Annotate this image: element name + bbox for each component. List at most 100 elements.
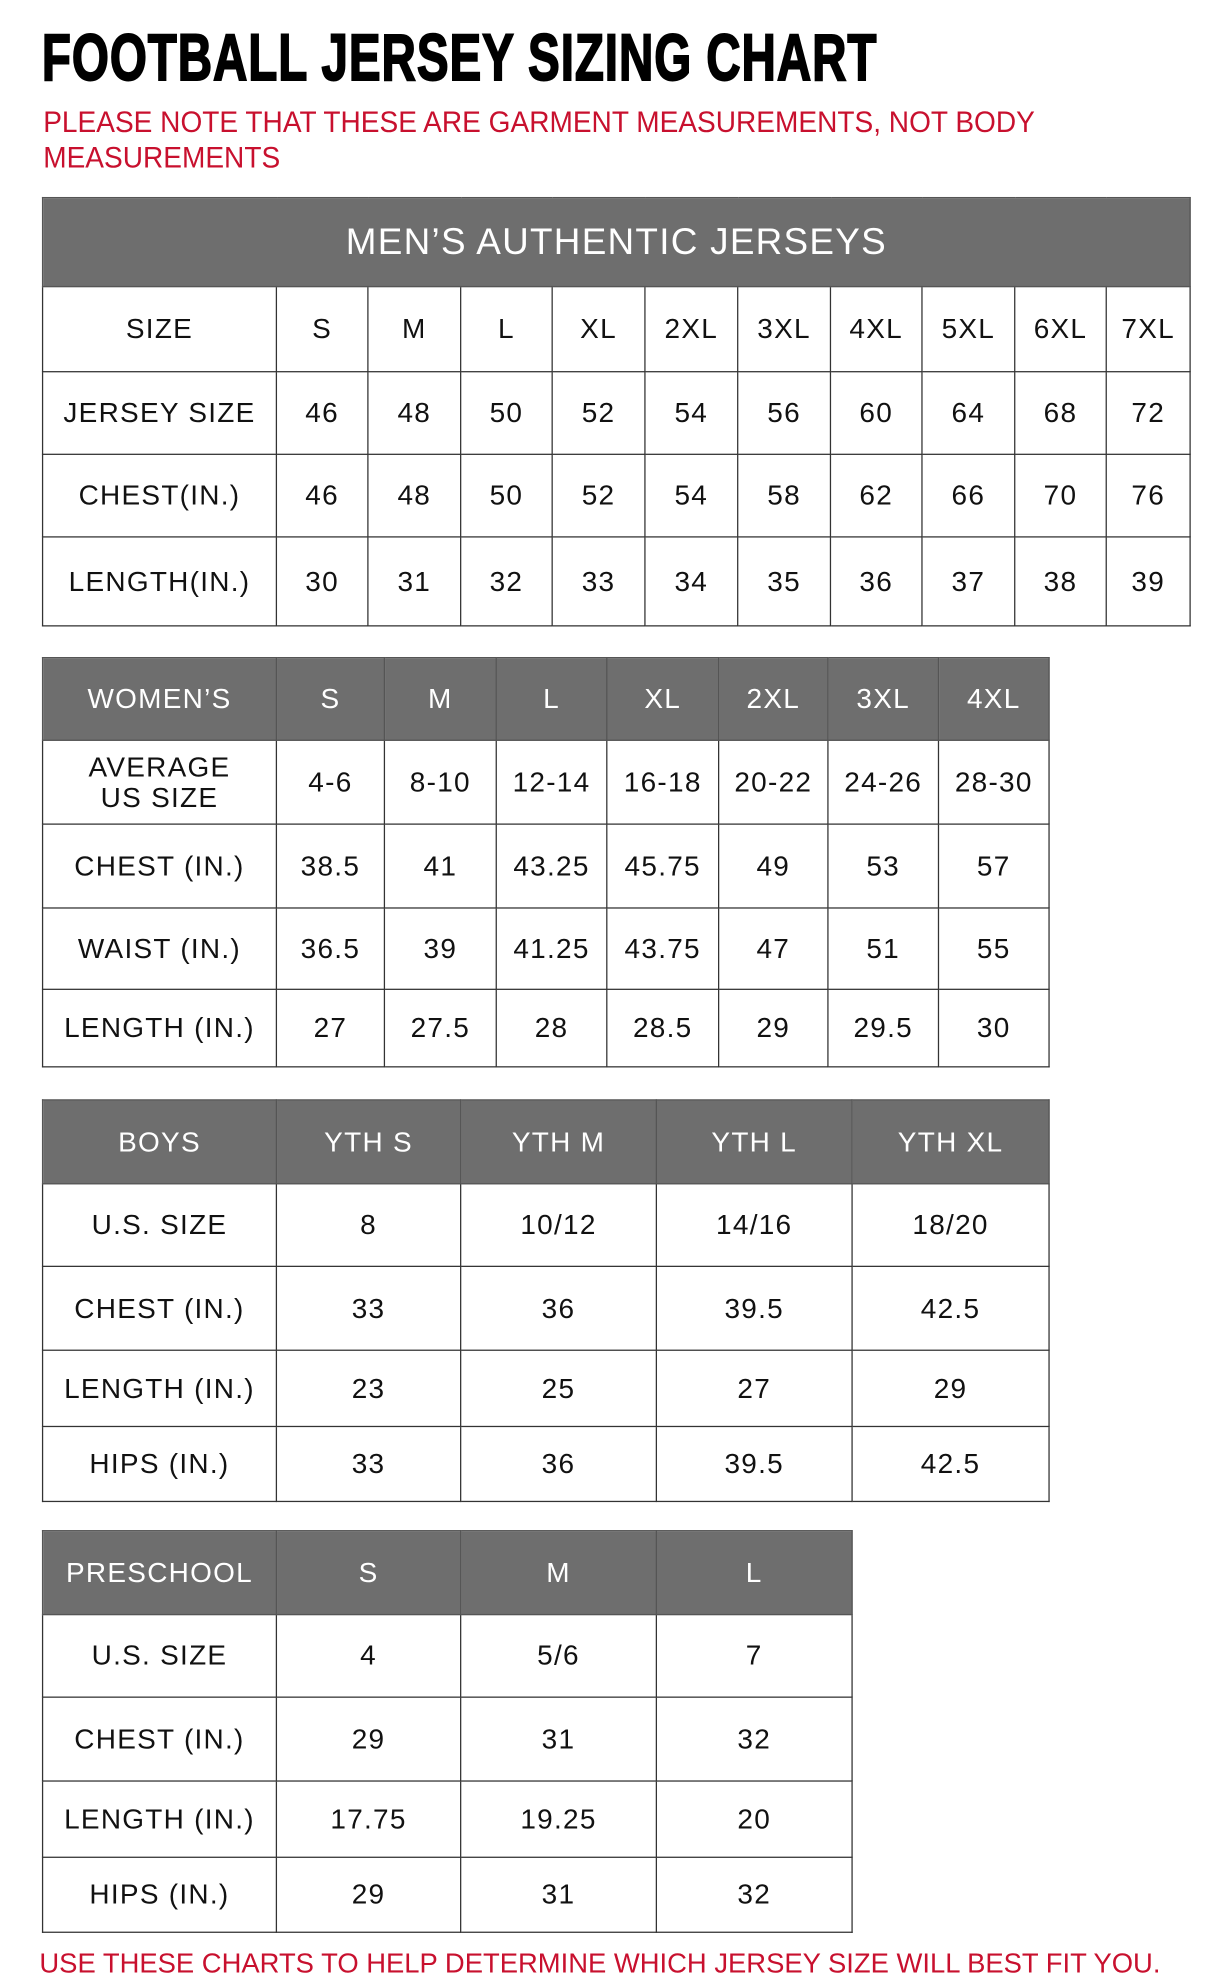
measurement-cell: 20-22	[718, 739, 829, 825]
measurement-cell: 70	[1014, 453, 1107, 538]
measurement-cell: 45.75	[606, 823, 720, 909]
measurement-cell: 52	[551, 453, 646, 538]
measurement-cell: 24-26	[827, 739, 940, 825]
measurement-cell: 23	[275, 1349, 462, 1428]
measurement-cell: 49	[718, 823, 829, 909]
measurement-cell: 54	[644, 453, 739, 538]
size-header-cell: 2XL	[644, 285, 739, 373]
measurement-cell: 58	[737, 453, 832, 538]
table-row: HIPS (IN.) 33 36 39.5 42.5	[41, 1425, 1050, 1503]
size-header-cell: M	[383, 657, 497, 741]
row-label-cell: U.S. SIZE	[41, 1183, 278, 1267]
measurement-cell: 8-10	[383, 739, 497, 825]
row-label-cell: HIPS (IN.)	[41, 1425, 278, 1503]
measurement-cell: 39.5	[655, 1265, 853, 1351]
measurement-cell: 48	[367, 371, 462, 455]
boys-size-table: BOYS YTH S YTH M YTH L YTH XL U.S. SIZE 8 10/12…	[41, 1099, 1050, 1503]
measurement-cell: 16-18	[606, 739, 720, 825]
measurement-cell: 30	[275, 536, 369, 627]
size-header-cell: 3XL	[827, 657, 940, 741]
table-row: LENGTH (IN.) 23 25 27 29	[41, 1349, 1050, 1428]
table-header-row: SIZE S M L XL 2XL 3XL 4XL 5XL 6XL 7XL	[41, 285, 1191, 373]
measurement-cell: 28-30	[937, 739, 1050, 825]
measurement-cell: 33	[275, 1265, 462, 1351]
row-label-cell: CHEST (IN.)	[41, 823, 278, 909]
measurement-cell: 8	[275, 1183, 462, 1267]
table-row: LENGTH (IN.) 17.75 19.25 20	[41, 1780, 853, 1858]
measurement-cell: 62	[829, 453, 923, 538]
measurement-cell: 41.25	[495, 907, 608, 990]
row-label-cell: JERSEY SIZE	[41, 371, 278, 455]
size-header-cell: M	[367, 285, 462, 373]
measurement-cell: 38	[1014, 536, 1107, 627]
row-label-cell: LENGTH (IN.)	[41, 988, 278, 1068]
size-header-cell: S	[275, 657, 386, 741]
measurement-cell: 28.5	[606, 988, 720, 1068]
measurement-cell: 46	[275, 453, 369, 538]
table-header-row: PRESCHOOL S M L	[41, 1530, 853, 1616]
measurement-cell: 29	[275, 1696, 462, 1782]
size-header-cell: XL	[551, 285, 646, 373]
measurement-cell: 14/16	[655, 1183, 853, 1267]
row-label-cell: WAIST (IN.)	[41, 907, 278, 990]
measurement-cell: 55	[937, 907, 1050, 990]
measurement-cell: 66	[921, 453, 1016, 538]
measurement-cell: 29	[718, 988, 829, 1068]
measurement-cell: 57	[937, 823, 1050, 909]
row-label-cell: CHEST (IN.)	[41, 1696, 278, 1782]
table-row: CHEST(IN.) 46 48 50 52 54 58 62 66 70 76	[41, 453, 1191, 538]
measurement-cell: 31	[460, 1856, 658, 1933]
measurement-cell: 50	[460, 371, 553, 455]
table-banner-row: MEN’S AUTHENTIC JERSEYS	[41, 196, 1191, 288]
size-header-cell: L	[495, 657, 608, 741]
measurement-cell: 25	[460, 1349, 658, 1428]
header-label-cell: PRESCHOOL	[41, 1530, 278, 1616]
measurement-cell: 54	[644, 371, 739, 455]
row-label-cell: LENGTH (IN.)	[41, 1349, 278, 1428]
measurement-cell: 64	[921, 371, 1016, 455]
table-row: LENGTH (IN.) 27 27.5 28 28.5 29 29.5 30	[41, 988, 1050, 1068]
measurement-cell: 36	[460, 1265, 658, 1351]
measurement-cell: 29	[275, 1856, 462, 1933]
preschool-size-table: PRESCHOOL S M L U.S. SIZE 4 5/6 7 CHEST (IN.) 29 3…	[41, 1530, 853, 1933]
measurement-cell: 60	[829, 371, 923, 455]
measurement-note: PLEASE NOTE THAT THESE ARE GARMENT MEASU…	[43, 105, 1035, 175]
measurement-cell: 29.5	[827, 988, 940, 1068]
header-label-cell: SIZE	[41, 285, 278, 373]
measurement-cell: 33	[551, 536, 646, 627]
measurement-cell: 31	[367, 536, 462, 627]
measurement-cell: 20	[655, 1780, 853, 1858]
table-header-row: BOYS YTH S YTH M YTH L YTH XL	[41, 1099, 1050, 1185]
measurement-cell: 43.75	[606, 907, 720, 990]
measurement-cell: 12-14	[495, 739, 608, 825]
measurement-cell: 27.5	[383, 988, 497, 1068]
row-label-cell: LENGTH (IN.)	[41, 1780, 278, 1858]
size-header-cell: YTH M	[460, 1099, 658, 1185]
size-header-cell: L	[655, 1530, 853, 1616]
size-header-cell: S	[275, 1530, 462, 1616]
measurement-cell: 30	[937, 988, 1050, 1068]
measurement-cell: 39.5	[655, 1425, 853, 1503]
size-header-cell: YTH S	[275, 1099, 462, 1185]
measurement-cell: 32	[655, 1856, 853, 1933]
size-header-cell: 6XL	[1014, 285, 1107, 373]
size-header-cell: XL	[606, 657, 720, 741]
measurement-cell: 10/12	[460, 1183, 658, 1267]
table-row: CHEST (IN.) 33 36 39.5 42.5	[41, 1265, 1050, 1351]
size-header-cell: YTH XL	[851, 1099, 1050, 1185]
measurement-cell: 4-6	[275, 739, 386, 825]
header-label-cell: WOMEN’S	[41, 657, 278, 741]
measurement-cell: 4	[275, 1613, 462, 1698]
table-row: WAIST (IN.) 36.5 39 41.25 43.75 47 51 55	[41, 907, 1050, 990]
size-header-cell: 7XL	[1105, 285, 1191, 373]
measurement-cell: 34	[644, 536, 739, 627]
measurement-cell: 35	[737, 536, 832, 627]
measurement-cell: 18/20	[851, 1183, 1050, 1267]
measurement-cell: 7	[655, 1613, 853, 1698]
size-header-cell: YTH L	[655, 1099, 853, 1185]
size-header-cell: L	[460, 285, 553, 373]
size-header-cell: 2XL	[718, 657, 829, 741]
row-label-cell: HIPS (IN.)	[41, 1856, 278, 1933]
table-row: HIPS (IN.) 29 31 32	[41, 1856, 853, 1933]
measurement-cell: 37	[921, 536, 1016, 627]
